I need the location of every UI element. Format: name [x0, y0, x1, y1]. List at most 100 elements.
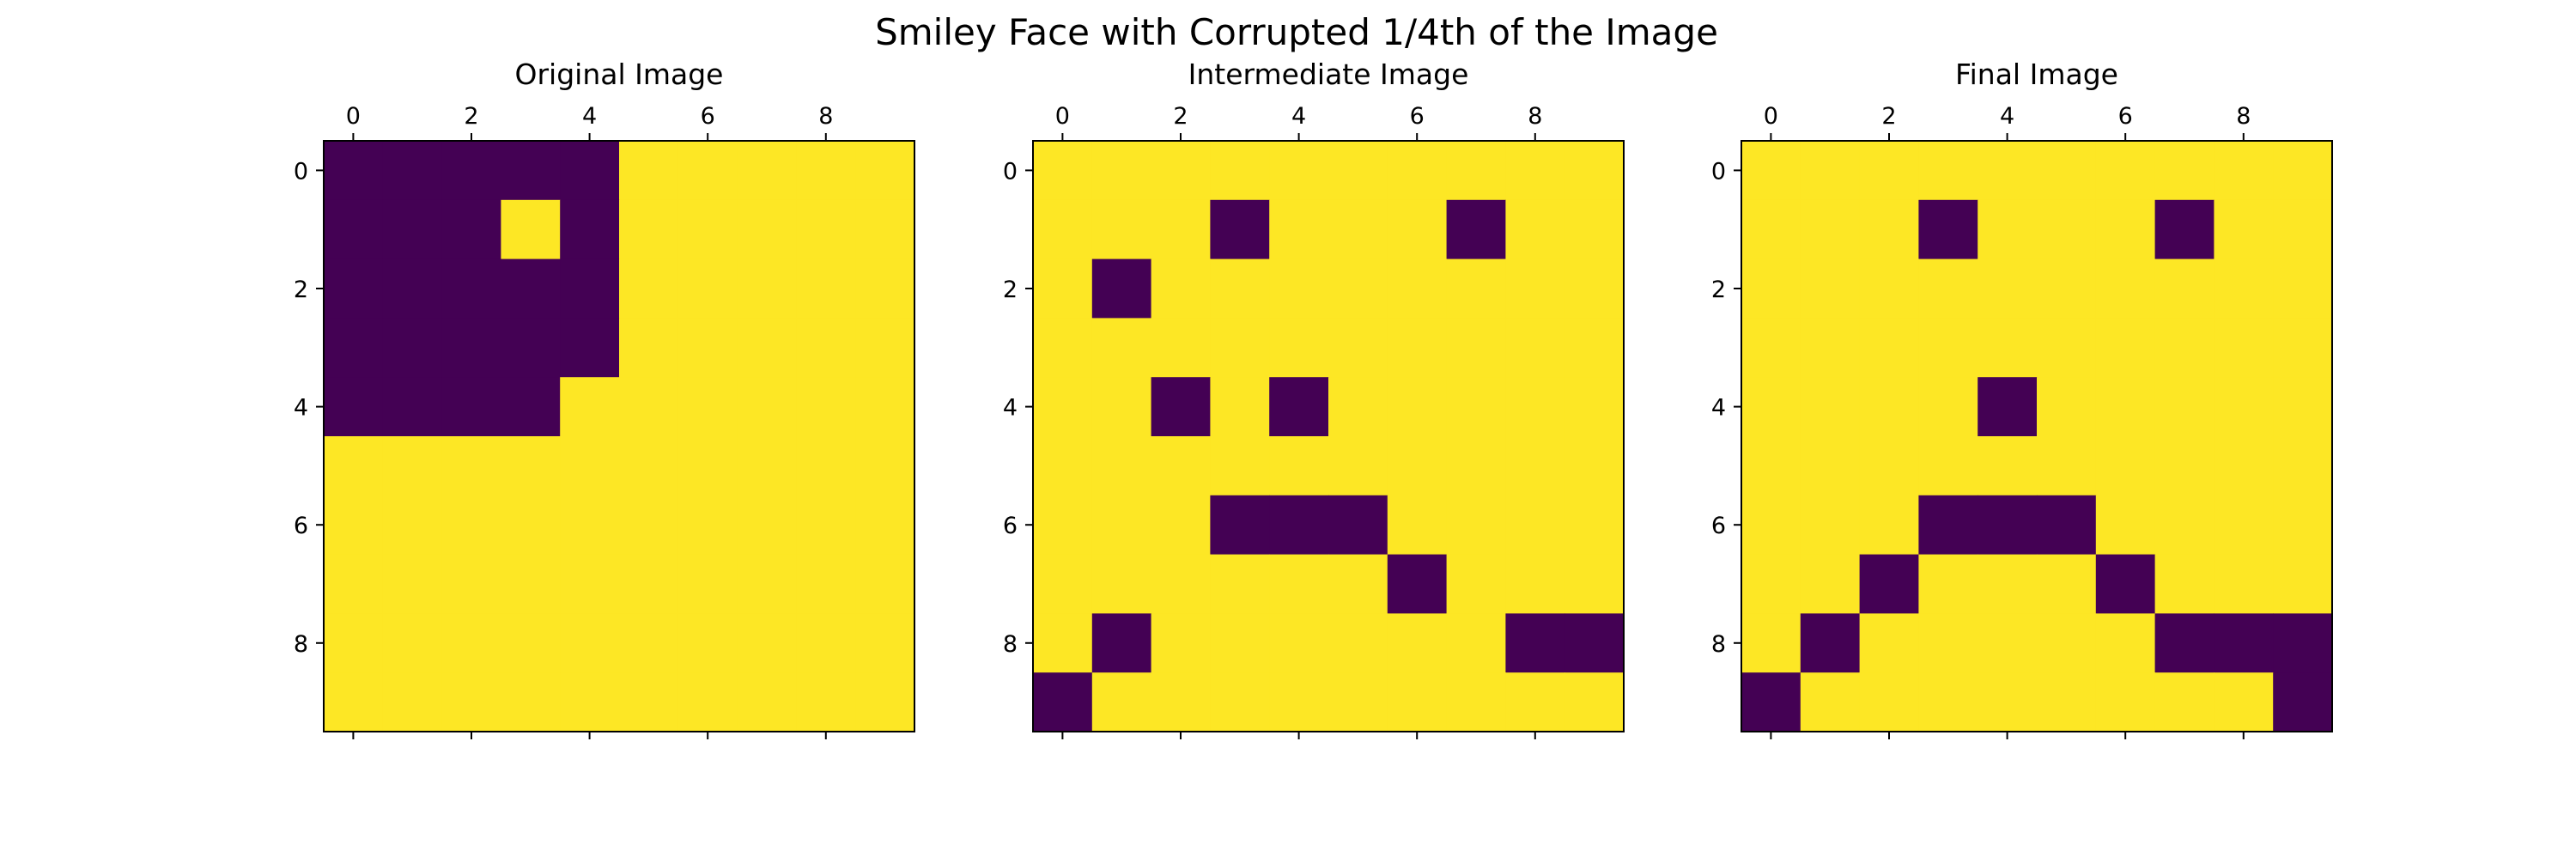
- heatmap-cell: [1918, 613, 1978, 673]
- heatmap-cell: [2273, 318, 2333, 378]
- heatmap-cell: [441, 672, 501, 732]
- heatmap-cell: [1859, 495, 1919, 556]
- heatmap-cell: [737, 672, 797, 732]
- heatmap-cell: [2095, 141, 2156, 201]
- heatmap-cell: [1741, 141, 1801, 201]
- heatmap-cell: [855, 554, 915, 614]
- heatmap-cell: [382, 199, 443, 260]
- heatmap-cell: [2273, 554, 2333, 614]
- heatmap-cell: [1741, 318, 1801, 378]
- heatmap-cell: [677, 141, 738, 201]
- heatmap-cell: [441, 554, 501, 614]
- heatmap-cell: [855, 377, 915, 437]
- heatmap-cell: [855, 258, 915, 319]
- heatmap-cell: [1918, 554, 1978, 614]
- heatmap-cell: [1859, 613, 1919, 673]
- heatmap-cell: [1564, 554, 1625, 614]
- heatmap-cell: [2214, 258, 2274, 319]
- heatmap-cell: [1800, 495, 1861, 556]
- heatmap-cell: [1800, 554, 1861, 614]
- heatmap-cell: [1505, 436, 1565, 496]
- heatmap-cell: [677, 318, 738, 378]
- heatmap-cell: [560, 436, 620, 496]
- heatmap-cell: [1446, 554, 1506, 614]
- heatmap-cell: [1091, 199, 1152, 260]
- heatmap-cell: [560, 318, 620, 378]
- heatmap-cell: [2095, 199, 2156, 260]
- heatmap-cell: [1564, 436, 1625, 496]
- heatmap-cell: [1741, 258, 1801, 319]
- heatmap-cell: [1859, 141, 1919, 201]
- heatmap-cell: [1269, 258, 1329, 319]
- heatmap-cell: [1091, 613, 1152, 673]
- y-tick-label: 6: [1711, 513, 1726, 539]
- heatmap-cell: [1505, 141, 1565, 201]
- heatmap-cell: [1859, 199, 1919, 260]
- heatmap-cell: [1741, 554, 1801, 614]
- heatmap-cell: [1859, 554, 1919, 614]
- heatmap-cell: [1800, 258, 1861, 319]
- heatmap-cell: [796, 554, 856, 614]
- heatmap-cell: [1978, 141, 2038, 201]
- heatmap-cell: [324, 554, 384, 614]
- heatmap-cell: [2273, 141, 2333, 201]
- heatmap-cell: [1978, 672, 2038, 732]
- plot-frame: [1032, 140, 1625, 732]
- figure-title: Smiley Face with Corrupted 1/4th of the …: [875, 11, 1718, 53]
- heatmap-cell: [855, 672, 915, 732]
- heatmap-cell: [2037, 141, 2097, 201]
- heatmap-cell: [1033, 318, 1093, 378]
- heatmap-cell: [1564, 495, 1625, 556]
- heatmap-cell: [382, 436, 443, 496]
- heatmap-cell: [1387, 258, 1448, 319]
- heatmap-cell: [1505, 613, 1565, 673]
- heatmap-cell: [1269, 436, 1329, 496]
- heatmap-cell: [2095, 258, 2156, 319]
- heatmap-cell: [1446, 495, 1506, 556]
- heatmap-cell: [2037, 495, 2097, 556]
- heatmap-cell: [1859, 436, 1919, 496]
- heatmap-cell: [1978, 436, 2038, 496]
- heatmap-cell: [677, 495, 738, 556]
- heatmap-cell: [1505, 672, 1565, 732]
- heatmap-cell: [1328, 141, 1388, 201]
- heatmap-cell: [1033, 141, 1093, 201]
- heatmap-cell: [796, 672, 856, 732]
- heatmap-cell: [441, 258, 501, 319]
- heatmap-cell: [677, 613, 738, 673]
- heatmap-cell: [501, 436, 561, 496]
- heatmap-cell: [1091, 436, 1152, 496]
- x-tick-label: 4: [2000, 103, 2014, 130]
- heatmap-cell: [1800, 436, 1861, 496]
- heatmap-cell: [324, 495, 384, 556]
- y-tick-label: 4: [1003, 395, 1018, 422]
- heatmap-cell: [737, 436, 797, 496]
- heatmap-cell: [2214, 613, 2274, 673]
- heatmap-cell: [1800, 672, 1861, 732]
- heatmap-cell: [1859, 258, 1919, 319]
- heatmap-cell: [1564, 258, 1625, 319]
- heatmap-cell: [1446, 258, 1506, 319]
- heatmap-panel: 0 2 4 6 8 0 2 4 6 8 Final Image: [1711, 58, 2333, 739]
- heatmap-cell: [2095, 436, 2156, 496]
- heatmap-cell: [1918, 672, 1978, 732]
- heatmap-cell: [1387, 495, 1448, 556]
- heatmap-cell: [382, 613, 443, 673]
- heatmap-cell: [1800, 377, 1861, 437]
- heatmap-cell: [1033, 377, 1093, 437]
- x-tick-label: 6: [701, 103, 715, 130]
- heatmap-cell: [2154, 258, 2215, 319]
- heatmap-cell: [1033, 258, 1093, 319]
- heatmap-cell: [619, 199, 679, 260]
- heatmap-cell: [1564, 613, 1625, 673]
- heatmap-cell: [324, 672, 384, 732]
- heatmap-cell: [1859, 672, 1919, 732]
- heatmap-cell: [1446, 141, 1506, 201]
- heatmap-cell: [1033, 672, 1093, 732]
- heatmap-cell: [1328, 495, 1388, 556]
- heatmap-cell: [560, 495, 620, 556]
- heatmap-cell: [796, 495, 856, 556]
- heatmap-cell: [1387, 613, 1448, 673]
- y-tick-label: 4: [294, 395, 308, 422]
